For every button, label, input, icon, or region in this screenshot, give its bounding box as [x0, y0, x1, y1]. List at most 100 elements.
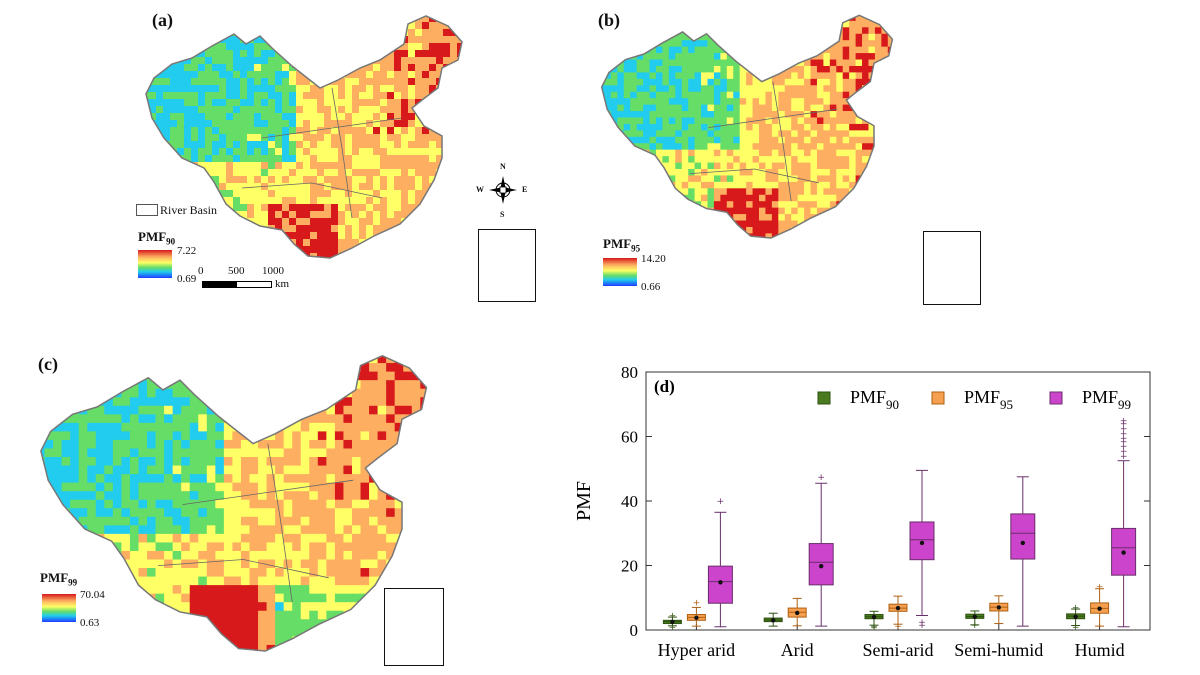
compass-e: E — [522, 185, 528, 194]
mean-marker — [819, 563, 824, 569]
south-china-sea-inset-c — [384, 588, 444, 666]
compass-s: S — [500, 210, 505, 219]
river-basin-boundary — [261, 117, 403, 139]
legend-title-a: PMF90 — [138, 229, 176, 247]
scale-label-500: 500 — [228, 265, 245, 277]
panel-label-d: (d) — [654, 377, 675, 396]
scale-label-1000: 1000 — [262, 265, 284, 277]
outlier-marker: + — [894, 622, 902, 632]
colorbar-max-a: 7.22 — [177, 245, 197, 257]
y-tick-label: 80 — [621, 363, 638, 382]
china-map-a — [145, 15, 463, 259]
map-panel-a: (a) River Basin PMF90 7.22 0.69 0 500 10… — [0, 0, 600, 320]
legend-swatch-99 — [1049, 391, 1063, 405]
scale-unit: km — [275, 278, 290, 290]
colorbar-b — [603, 258, 637, 286]
mean-marker — [871, 614, 877, 620]
legend-label-90: PMF90 — [850, 387, 899, 412]
legend-title-c: PMF99 — [40, 570, 78, 588]
outlier-marker: + — [1120, 424, 1128, 434]
colorbar-min-a: 0.69 — [177, 273, 197, 285]
river-basin-boundary — [331, 87, 353, 219]
x-category-label: Arid — [781, 640, 814, 660]
mean-marker — [771, 618, 776, 623]
outlier-marker: + — [971, 621, 979, 631]
map-raster-cells — [601, 15, 893, 238]
outlier-marker: + — [669, 611, 677, 621]
scale-bar — [202, 281, 272, 288]
outlier-marker: + — [1120, 447, 1128, 457]
river-basin-boundary — [182, 479, 354, 505]
x-category-label: Humid — [1075, 640, 1125, 660]
colorbar-c — [42, 594, 76, 622]
outlier-marker: + — [870, 623, 878, 633]
mean-marker — [670, 619, 675, 625]
outlier-marker: + — [1120, 452, 1128, 462]
river-basin-boundary — [267, 443, 293, 603]
map-panel-c: (c) PMF99 70.04 0.63 — [0, 340, 600, 675]
map-panel-b: (b) PMF95 14.20 0.66 — [0, 0, 1200, 320]
x-category-label: Hyper arid — [658, 640, 735, 660]
panel-label-a: (a) — [152, 10, 173, 30]
country-border — [600, 14, 894, 239]
china-map-b — [600, 14, 894, 239]
legend-swatch-90 — [817, 391, 831, 405]
y-tick-label: 40 — [621, 492, 638, 511]
panel-label-b: (b) — [598, 10, 620, 30]
colorbar-max-b: 14.20 — [641, 253, 666, 265]
outlier-marker: + — [717, 497, 725, 507]
x-category-label: Semi-arid — [863, 640, 934, 660]
outlier-marker: + — [918, 621, 926, 631]
y-tick-label: 60 — [621, 428, 638, 447]
river-basin-boundary — [708, 108, 838, 128]
legend-swatch-95 — [931, 391, 945, 405]
outlier-marker: + — [1120, 416, 1128, 426]
country-border — [145, 15, 463, 259]
outlier-marker: + — [1120, 420, 1128, 430]
china-map-c — [40, 354, 428, 652]
river-basin-boundary — [772, 81, 792, 202]
mean-marker — [1073, 614, 1078, 619]
panel-label-c: (c) — [38, 354, 58, 374]
mean-marker — [919, 540, 925, 546]
north-arrow-icon — [489, 176, 517, 204]
box-99 — [1010, 513, 1036, 560]
outlier-marker: + — [918, 618, 926, 628]
legend-label-99: PMF99 — [1082, 387, 1131, 412]
outlier-marker: + — [669, 623, 677, 633]
colorbar-a — [138, 250, 172, 278]
river-basin-boundary — [157, 559, 329, 579]
legend-title-b: PMF95 — [603, 236, 641, 254]
colorbar-min-b: 0.66 — [641, 281, 661, 293]
mean-marker — [1020, 540, 1025, 546]
y-tick-label: 20 — [621, 557, 638, 576]
outlier-marker: + — [1120, 434, 1128, 444]
outlier-marker: + — [1072, 603, 1080, 613]
river-basin-boundary — [241, 182, 383, 199]
mean-marker — [895, 605, 901, 611]
outlier-marker: + — [1120, 442, 1128, 452]
y-tick-label: 0 — [630, 621, 639, 640]
legend-label-95: PMF95 — [964, 387, 1013, 412]
mean-marker — [795, 610, 800, 616]
outlier-marker: + — [1096, 582, 1104, 592]
x-category-label: Semi-humid — [954, 640, 1043, 660]
mean-marker — [996, 605, 1001, 610]
country-border — [40, 354, 428, 652]
mean-marker — [1097, 606, 1102, 611]
outlier-marker: + — [817, 473, 825, 483]
mean-marker — [694, 615, 699, 620]
outlier-marker: + — [870, 622, 878, 632]
scale-label-0: 0 — [198, 265, 204, 277]
box-99 — [707, 565, 733, 604]
compass-n: N — [500, 162, 506, 171]
mean-marker — [718, 580, 723, 585]
outlier-marker: + — [1072, 623, 1080, 633]
outlier-marker: + — [1120, 429, 1128, 439]
river-basin-legend-label: River Basin — [160, 203, 217, 217]
south-china-sea-inset-b — [923, 231, 981, 305]
river-basin-boundary — [689, 168, 819, 184]
river-basin-legend-swatch — [136, 204, 158, 216]
colorbar-min-c: 0.63 — [80, 617, 100, 629]
